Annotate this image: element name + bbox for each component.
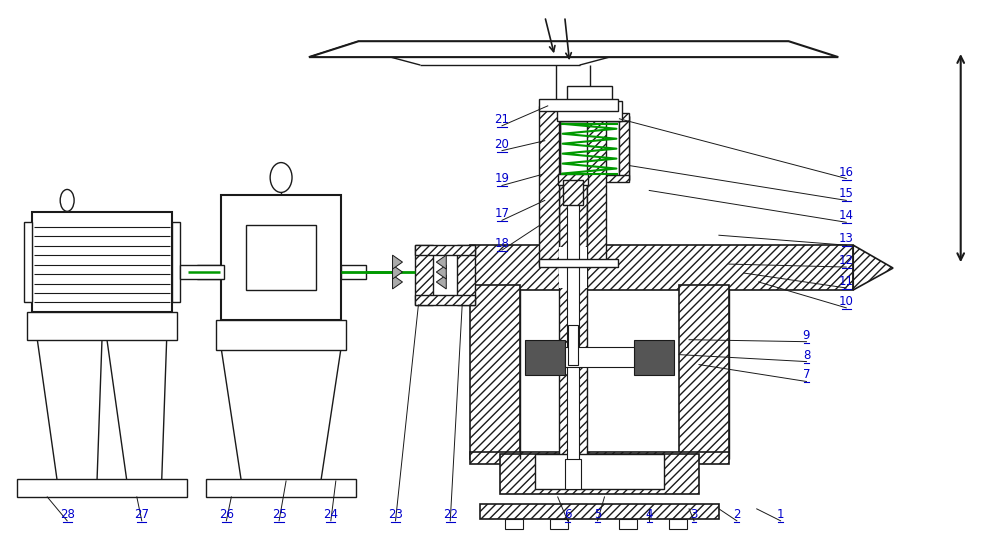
Bar xyxy=(550,116,629,180)
Text: 9: 9 xyxy=(803,329,810,342)
Bar xyxy=(457,245,475,305)
Bar xyxy=(470,245,853,290)
Text: 15: 15 xyxy=(839,188,854,200)
Bar xyxy=(24,222,32,302)
Text: 13: 13 xyxy=(839,232,854,245)
Bar xyxy=(415,245,433,305)
Bar xyxy=(563,180,583,206)
Text: 11: 11 xyxy=(839,275,854,288)
Bar xyxy=(500,454,699,494)
Bar xyxy=(634,340,674,375)
Polygon shape xyxy=(436,255,446,269)
Text: 23: 23 xyxy=(388,508,403,521)
Text: 22: 22 xyxy=(443,508,458,521)
Bar xyxy=(539,106,559,265)
Bar xyxy=(567,184,579,471)
Bar xyxy=(539,259,618,267)
Polygon shape xyxy=(853,245,893,290)
Bar xyxy=(32,212,172,312)
Bar xyxy=(246,225,316,290)
Bar xyxy=(550,519,568,529)
Text: 20: 20 xyxy=(495,138,509,151)
Bar xyxy=(550,116,560,180)
Polygon shape xyxy=(37,340,102,481)
Polygon shape xyxy=(393,275,402,289)
Bar xyxy=(197,265,221,279)
Bar xyxy=(567,86,612,101)
Text: 7: 7 xyxy=(803,368,810,381)
Bar xyxy=(505,519,523,529)
Text: 16: 16 xyxy=(839,166,854,179)
Bar xyxy=(559,180,587,474)
Text: 8: 8 xyxy=(803,348,810,362)
Ellipse shape xyxy=(60,189,74,211)
Text: 18: 18 xyxy=(495,237,509,250)
Bar xyxy=(341,265,366,279)
Bar xyxy=(550,113,629,121)
Bar xyxy=(550,175,629,183)
Text: 4: 4 xyxy=(646,508,653,521)
Polygon shape xyxy=(107,340,167,481)
Polygon shape xyxy=(436,275,446,289)
Bar xyxy=(221,195,341,320)
Bar xyxy=(669,519,687,529)
Bar xyxy=(565,459,581,489)
Text: 1: 1 xyxy=(777,508,784,521)
Text: 21: 21 xyxy=(494,113,509,126)
Bar xyxy=(557,101,622,121)
Polygon shape xyxy=(309,41,838,57)
Ellipse shape xyxy=(270,162,292,193)
Polygon shape xyxy=(393,255,402,269)
Bar xyxy=(565,347,634,367)
Bar xyxy=(216,320,346,349)
Text: 27: 27 xyxy=(134,508,149,521)
Bar xyxy=(568,325,578,365)
Bar xyxy=(587,106,606,265)
Text: 24: 24 xyxy=(323,508,338,521)
Bar xyxy=(470,285,520,459)
Bar xyxy=(470,452,729,464)
Bar xyxy=(206,479,356,497)
Bar xyxy=(558,174,588,185)
Text: 25: 25 xyxy=(272,508,287,521)
Bar xyxy=(619,519,637,529)
Polygon shape xyxy=(221,349,341,481)
Text: 17: 17 xyxy=(494,207,509,220)
Bar xyxy=(17,479,187,497)
Text: 3: 3 xyxy=(690,508,698,521)
Polygon shape xyxy=(436,265,446,279)
Text: 19: 19 xyxy=(494,172,509,185)
Bar xyxy=(172,222,180,302)
Text: 26: 26 xyxy=(219,508,234,521)
Bar xyxy=(180,265,224,279)
Bar xyxy=(27,312,177,340)
Bar xyxy=(539,99,618,111)
Bar xyxy=(560,121,619,175)
Polygon shape xyxy=(393,265,402,279)
Text: 5: 5 xyxy=(594,508,601,521)
Text: 10: 10 xyxy=(839,295,854,308)
Text: 2: 2 xyxy=(733,508,741,521)
Text: 28: 28 xyxy=(60,508,75,521)
Bar xyxy=(535,454,664,489)
Bar xyxy=(415,295,475,305)
Bar xyxy=(480,504,719,519)
Bar xyxy=(679,285,729,459)
Bar xyxy=(415,245,475,255)
Text: 14: 14 xyxy=(839,209,854,222)
Text: 6: 6 xyxy=(564,508,571,521)
Bar xyxy=(619,116,629,180)
Text: 12: 12 xyxy=(839,254,854,267)
Bar xyxy=(559,247,587,288)
Bar xyxy=(525,340,565,375)
